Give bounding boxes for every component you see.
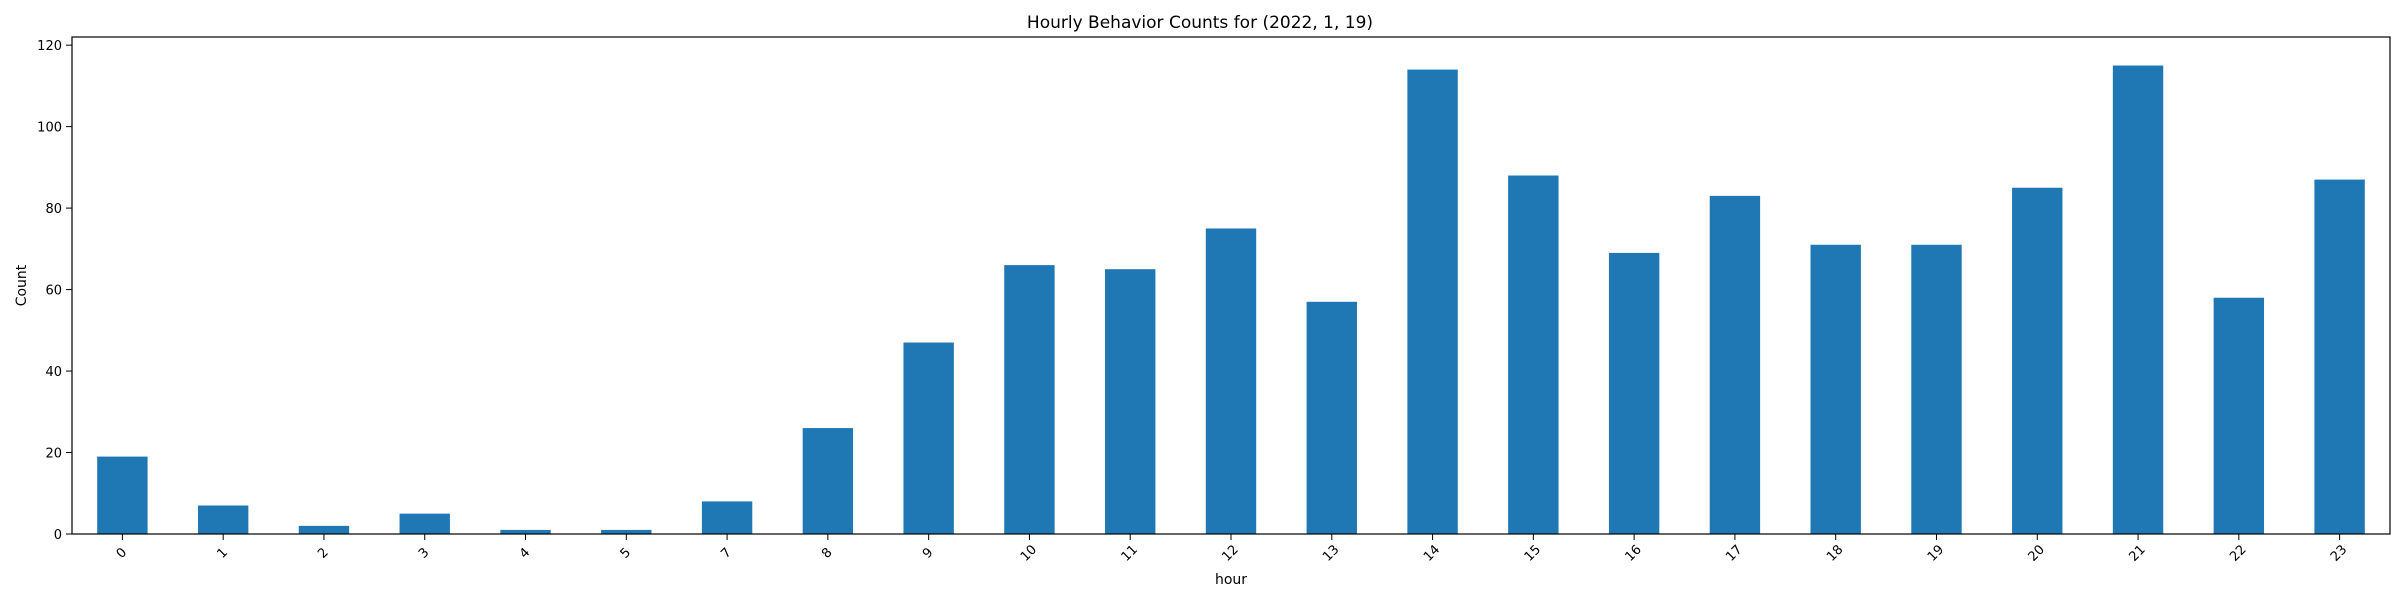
x-tick-label: 22	[2227, 542, 2249, 564]
x-tick-label: 8	[819, 545, 835, 561]
x-tick-label: 16	[1623, 542, 1645, 564]
x-tick-label: 20	[2026, 542, 2048, 564]
x-tick-label: 10	[1018, 542, 1040, 564]
bar-hour-5	[601, 529, 652, 534]
chart-title: Hourly Behavior Counts for (2022, 1, 19)	[1027, 13, 1373, 33]
x-tick-label: 14	[1421, 542, 1443, 564]
plot-frame	[71, 36, 2391, 535]
bar-hour-15	[1508, 175, 1559, 535]
x-tick-label: 21	[2126, 542, 2148, 564]
x-tick-label: 7	[718, 545, 734, 561]
x-tick-label: 4	[517, 545, 533, 561]
x-tick-label: 5	[618, 545, 634, 561]
y-axis: 0 20 40 60 80 100 120	[37, 39, 72, 543]
x-tick-label: 17	[1723, 542, 1745, 564]
bar-hour-11	[1105, 269, 1156, 534]
bar-hour-4	[500, 529, 551, 534]
x-tick-label: 12	[1219, 542, 1241, 564]
x-tick-label: 23	[2328, 542, 2350, 564]
bar-hour-16	[1608, 252, 1660, 534]
x-tick-label: 9	[920, 545, 936, 561]
bar-hour-9	[903, 342, 954, 534]
x-axis-label: hour	[1215, 572, 1247, 588]
bar-hour-14	[1407, 69, 1458, 535]
bar-hour-7	[701, 501, 753, 534]
bars	[97, 65, 2365, 535]
y-tick-label: 100	[37, 121, 62, 136]
bar-hour-21	[2112, 65, 2164, 535]
bar-hour-20	[2012, 187, 2063, 535]
y-tick-label: 120	[37, 39, 62, 54]
bar-hour-0	[97, 456, 148, 534]
x-axis: 0 1 2 3 4 5 7 8 9 10 11 12 13 14 15 16 17 18 19 20 21 22 23	[114, 534, 2350, 565]
y-tick-label: 40	[45, 365, 62, 380]
bar-hour-10	[1004, 265, 1055, 534]
x-tick-label: 3	[416, 545, 432, 561]
y-tick-label: 0	[54, 528, 62, 543]
y-tick-label: 60	[45, 284, 62, 299]
bar-hour-2	[298, 525, 350, 534]
bar-hour-8	[802, 428, 854, 534]
x-tick-label: 13	[1320, 542, 1342, 564]
x-tick-label: 0	[114, 545, 130, 561]
bar-hour-23	[2314, 179, 2365, 534]
x-tick-label: 18	[1824, 542, 1846, 564]
bar-hour-13	[1306, 301, 1357, 534]
x-tick-label: 19	[1925, 542, 1947, 564]
x-tick-label: 11	[1119, 542, 1141, 564]
y-axis-label: Count	[14, 264, 30, 306]
bar-hour-12	[1205, 228, 1257, 534]
bar-hour-1	[197, 505, 249, 534]
bar-hour-22	[2213, 297, 2265, 534]
bar-hour-17	[1709, 195, 1761, 534]
bar-hour-19	[1911, 244, 1962, 534]
y-tick-label: 80	[45, 202, 62, 217]
x-tick-label: 15	[1522, 542, 1544, 564]
y-tick-label: 20	[45, 447, 62, 462]
x-tick-label: 2	[315, 545, 331, 561]
bar-hour-18	[1810, 244, 1861, 534]
bar-hour-3	[399, 513, 450, 534]
x-tick-label: 1	[214, 545, 230, 561]
